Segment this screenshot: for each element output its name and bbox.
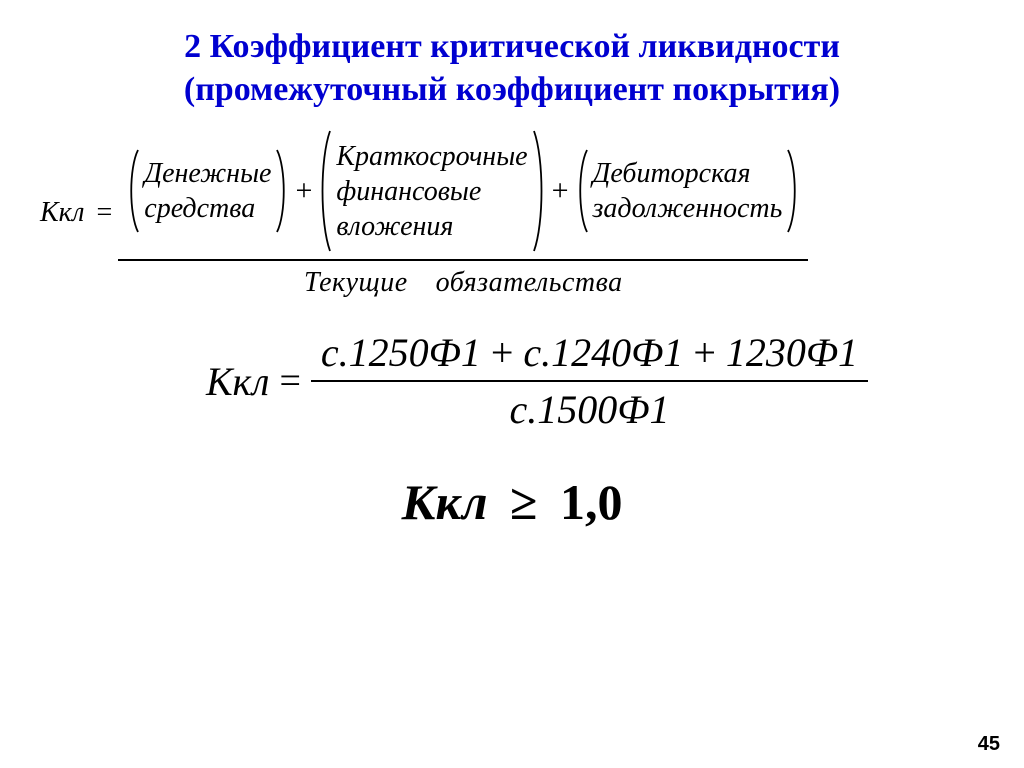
fraction-bar-icon	[311, 380, 868, 382]
f1-g1-l2: средства	[144, 191, 271, 226]
f1-g3-l2: задолженность	[593, 191, 783, 226]
f1-fraction: Денежные средства + Краткосрочные финанс…	[118, 127, 808, 299]
f2-n1: с.1250Ф1	[321, 330, 481, 375]
f1-den-w1: Текущие	[304, 267, 408, 298]
f1-g3-l1: Дебиторская	[593, 156, 783, 191]
formula-1: Ккл = Денежные средства +	[40, 127, 984, 299]
f2-numerator: с.1250Ф1 + с.1240Ф1 + 1230Ф1	[311, 329, 868, 376]
left-paren-icon	[318, 129, 332, 253]
f1-den-w2: обязательства	[436, 267, 623, 298]
formula-3: Ккл ≥ 1,0	[40, 473, 984, 531]
f1-g2-l3: вложения	[336, 209, 527, 244]
fraction-bar-icon	[118, 259, 808, 261]
f1-plus-1: +	[289, 174, 318, 208]
page-number: 45	[978, 733, 1000, 756]
title-line-2: (промежуточный коэффициент покрытия)	[184, 71, 840, 108]
f1-eq: =	[90, 197, 118, 229]
f1-numerator: Денежные средства + Краткосрочные финанс…	[118, 127, 808, 255]
left-paren-icon	[575, 148, 589, 234]
right-paren-icon	[532, 129, 546, 253]
f3-op: ≥	[500, 474, 547, 530]
f2-plus-2: +	[693, 330, 716, 375]
f1-group-2: Краткосрочные финансовые вложения	[318, 129, 545, 253]
f1-plus-2: +	[546, 174, 575, 208]
f2-eq: =	[269, 359, 310, 403]
f1-g1-l1: Денежные	[144, 156, 271, 191]
right-paren-icon	[786, 148, 800, 234]
right-paren-icon	[275, 148, 289, 234]
slide-title: 2 Коэффициент критической ликвидности (п…	[40, 26, 984, 111]
f2-plus-1: +	[491, 330, 514, 375]
f1-lhs: Ккл	[40, 197, 90, 229]
f1-g2-l2: финансовые	[336, 174, 527, 209]
left-paren-icon	[126, 148, 140, 234]
f2-denominator: с.1500Ф1	[500, 386, 680, 433]
f2-lhs: Ккл	[206, 358, 270, 405]
f1-g2-l1: Краткосрочные	[336, 139, 527, 174]
formula-2: Ккл = с.1250Ф1 + с.1240Ф1 + 1230Ф1 с.150…	[90, 329, 984, 433]
title-line-1: 2 Коэффициент критической ликвидности	[184, 28, 840, 65]
f1-denominator: Текущие обязательства	[304, 265, 623, 299]
f2-n2: с.1240Ф1	[523, 330, 683, 375]
f3-rhs: 1,0	[560, 474, 623, 530]
f1-group-1: Денежные средства	[126, 148, 289, 234]
f2-fraction: с.1250Ф1 + с.1240Ф1 + 1230Ф1 с.1500Ф1	[311, 329, 868, 433]
f2-n3: 1230Ф1	[726, 330, 858, 375]
f1-group-3: Дебиторская задолженность	[575, 148, 801, 234]
f3-lhs: Ккл	[402, 474, 488, 530]
